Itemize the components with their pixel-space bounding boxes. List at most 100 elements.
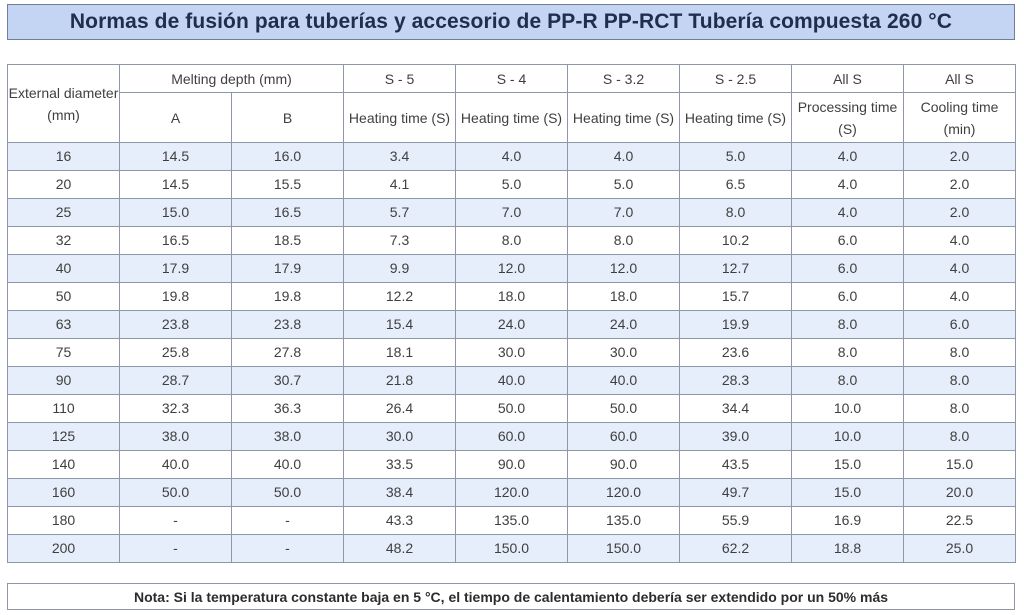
cell-heat-s25: 43.5 (679, 450, 792, 479)
page-title: Normas de fusión para tuberías y accesor… (69, 10, 953, 33)
cell-depth-b: 30.7 (231, 366, 344, 395)
cell-heat-s32: 12.0 (567, 254, 680, 283)
cell-depth-a: 28.7 (119, 366, 232, 395)
cell-depth-a: 17.9 (119, 254, 232, 283)
cell-heat-s5: 26.4 (343, 394, 456, 423)
table-row: 110 32.3 36.3 26.4 50.0 50.0 34.4 10.0 8.0 (7, 394, 1016, 423)
cell-depth-b: 27.8 (231, 338, 344, 367)
header-s4: S - 4 (455, 64, 568, 93)
header-all-s-processing: All S (791, 64, 904, 93)
cell-processing: 6.0 (791, 226, 904, 255)
cell-heat-s5: 7.3 (343, 226, 456, 255)
cell-cooling: 2.0 (903, 170, 1016, 199)
cell-heat-s4: 150.0 (455, 534, 568, 563)
cell-diameter: 40 (7, 254, 120, 283)
cell-heat-s32: 24.0 (567, 310, 680, 339)
cell-cooling: 15.0 (903, 450, 1016, 479)
table-row: 200- -48.2 150.0 150.0 62.2 18.8 25.0 (7, 534, 1016, 563)
cell-heat-s32: 8.0 (567, 226, 680, 255)
cell-depth-b: 38.0 (231, 422, 344, 451)
cell-depth-b: 36.3 (231, 394, 344, 423)
header-row-sub: A B Heating time (S) Heating time (S) He… (8, 92, 1016, 143)
cell-cooling: 2.0 (903, 142, 1016, 171)
cell-depth-a: 23.8 (119, 310, 232, 339)
cell-processing: 10.0 (791, 422, 904, 451)
cell-heat-s4: 18.0 (455, 282, 568, 311)
cell-heat-s25: 62.2 (679, 534, 792, 563)
table-row: 125 38.0 38.0 30.0 60.0 60.0 39.0 10.0 8.0 (7, 422, 1016, 451)
cell-heat-s5: 43.3 (343, 506, 456, 535)
cell-heat-s25: 6.5 (679, 170, 792, 199)
cell-cooling: 6.0 (903, 310, 1016, 339)
cell-diameter: 16 (7, 142, 120, 171)
cell-heat-s25: 10.2 (679, 226, 792, 255)
cell-diameter: 20 (7, 170, 120, 199)
cell-heat-s32: 135.0 (567, 506, 680, 535)
cell-diameter: 160 (7, 478, 120, 507)
note-text: Nota: Si la temperatura constante baja e… (133, 588, 889, 605)
cell-heat-s5: 5.7 (343, 198, 456, 227)
cell-heat-s5: 30.0 (343, 422, 456, 451)
title-banner: Normas de fusión para tuberías y accesor… (7, 4, 1015, 40)
cell-heat-s5: 12.2 (343, 282, 456, 311)
cell-heat-s32: 18.0 (567, 282, 680, 311)
cell-cooling: 4.0 (903, 282, 1016, 311)
table-row: 25 15.0 16.5 5.7 7.0 7.0 8.0 4.0 2.0 (7, 198, 1016, 227)
cell-heat-s4: 12.0 (455, 254, 568, 283)
header-col-a: A (119, 92, 232, 143)
cell-diameter: 25 (7, 198, 120, 227)
cell-depth-a: 16.5 (119, 226, 232, 255)
cell-processing: 6.0 (791, 254, 904, 283)
cell-heat-s5: 3.4 (343, 142, 456, 171)
cell-processing: 6.0 (791, 282, 904, 311)
cell-processing: 10.0 (791, 394, 904, 423)
cell-depth-a: 14.5 (119, 170, 232, 199)
header-s25: S - 2.5 (679, 64, 792, 93)
cell-heat-s5: 4.1 (343, 170, 456, 199)
cell-heat-s32: 40.0 (567, 366, 680, 395)
cell-depth-b: 16.0 (231, 142, 344, 171)
header-heating-time-s25: Heating time (S) (679, 92, 792, 143)
header-s32: S - 3.2 (567, 64, 680, 93)
cell-heat-s4: 7.0 (455, 198, 568, 227)
cell-heat-s5: 21.8 (343, 366, 456, 395)
cell-heat-s25: 39.0 (679, 422, 792, 451)
cell-depth-b: - (231, 506, 344, 535)
cell-heat-s32: 7.0 (567, 198, 680, 227)
table-row: 160 50.0 50.0 38.4 120.0 120.0 49.7 15.0 20.0 (7, 478, 1016, 507)
table-row: 50 19.8 19.8 12.2 18.0 18.0 15.7 6.0 4.0 (7, 282, 1016, 311)
cell-diameter: 32 (7, 226, 120, 255)
header-heating-time-s32: Heating time (S) (567, 92, 680, 143)
cell-processing: 15.0 (791, 478, 904, 507)
fusion-table: External diameter (mm) Melting depth (mm… (7, 64, 1016, 563)
cell-depth-b: 18.5 (231, 226, 344, 255)
cell-heat-s25: 55.9 (679, 506, 792, 535)
cell-depth-b: 17.9 (231, 254, 344, 283)
cell-diameter: 63 (7, 310, 120, 339)
cell-depth-b: 19.8 (231, 282, 344, 311)
cell-heat-s4: 4.0 (455, 142, 568, 171)
note-banner: Nota: Si la temperatura constante baja e… (7, 583, 1015, 610)
cell-cooling: 8.0 (903, 394, 1016, 423)
cell-depth-a: 38.0 (119, 422, 232, 451)
cell-depth-a: 15.0 (119, 198, 232, 227)
cell-depth-a: 19.8 (119, 282, 232, 311)
cell-heat-s32: 90.0 (567, 450, 680, 479)
cell-heat-s32: 150.0 (567, 534, 680, 563)
cell-heat-s25: 5.0 (679, 142, 792, 171)
cell-heat-s4: 120.0 (455, 478, 568, 507)
cell-heat-s4: 8.0 (455, 226, 568, 255)
header-cooling-time: Cooling time (min) (903, 92, 1016, 143)
cell-processing: 4.0 (791, 142, 904, 171)
cell-heat-s5: 33.5 (343, 450, 456, 479)
cell-heat-s4: 24.0 (455, 310, 568, 339)
cell-cooling: 2.0 (903, 198, 1016, 227)
cell-heat-s32: 120.0 (567, 478, 680, 507)
header-all-s-cooling: All S (903, 64, 1016, 93)
cell-cooling: 25.0 (903, 534, 1016, 563)
cell-heat-s5: 9.9 (343, 254, 456, 283)
cell-diameter: 180 (7, 506, 120, 535)
cell-depth-b: - (231, 534, 344, 563)
table-row: 63 23.8 23.8 15.4 24.0 24.0 19.9 8.0 6.0 (7, 310, 1016, 339)
cell-cooling: 8.0 (903, 338, 1016, 367)
